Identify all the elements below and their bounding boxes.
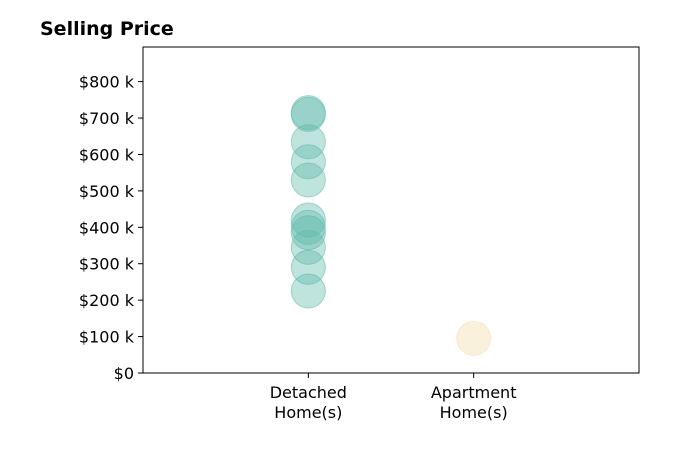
chart-title: Selling Price bbox=[40, 18, 174, 40]
data-point bbox=[290, 209, 326, 245]
x-axis: Detached Home(s) Apartment Home(s) bbox=[270, 373, 517, 422]
x-tick-label: Detached Home(s) bbox=[270, 383, 347, 422]
y-tick-label: $100 k bbox=[79, 328, 135, 347]
data-point bbox=[290, 162, 326, 198]
data-point bbox=[290, 273, 326, 309]
data-point bbox=[290, 144, 326, 180]
data-point bbox=[290, 95, 326, 131]
data-point bbox=[290, 202, 326, 238]
plot-area bbox=[290, 95, 492, 356]
data-point bbox=[290, 215, 326, 251]
y-tick-label: $600 k bbox=[79, 145, 135, 164]
x-tick-label: Apartment Home(s) bbox=[431, 383, 517, 422]
y-tick-label: $300 k bbox=[79, 255, 135, 274]
data-point bbox=[290, 124, 326, 160]
y-tick-label: $500 k bbox=[79, 182, 135, 201]
y-tick-label: $200 k bbox=[79, 291, 135, 310]
plot-frame bbox=[142, 46, 640, 374]
y-axis: $0 $100 k $200 k $300 k $400 k $500 k $600 k $7… bbox=[79, 73, 143, 383]
y-tick-label: $700 k bbox=[79, 109, 135, 128]
y-tick-label: $400 k bbox=[79, 218, 135, 237]
y-tick-label: $0 bbox=[114, 364, 134, 383]
data-point bbox=[456, 320, 492, 356]
data-point bbox=[290, 229, 326, 265]
y-tick-label: $800 k bbox=[79, 73, 135, 92]
